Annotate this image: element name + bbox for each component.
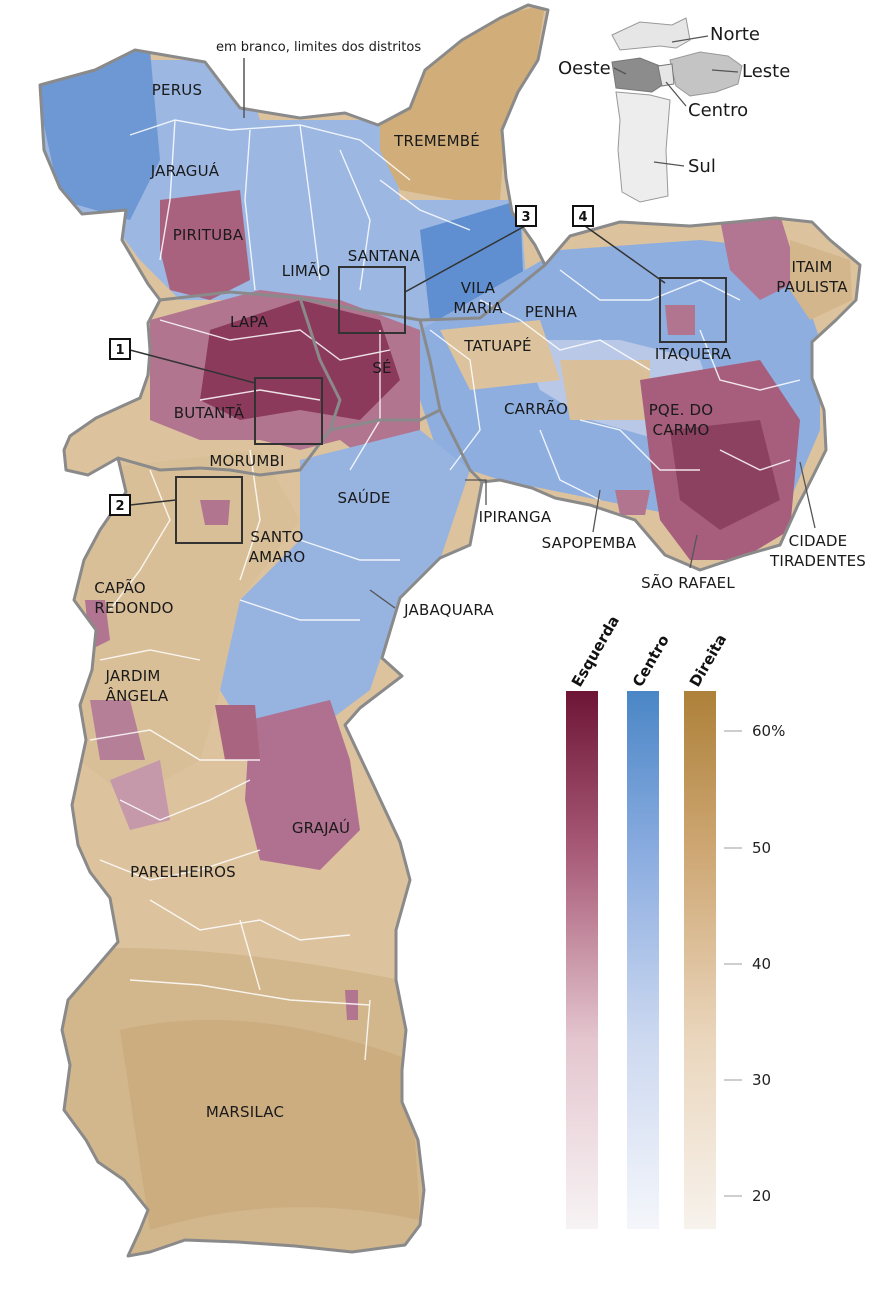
label-perus: PERUS [152, 81, 202, 99]
label-marsilac: MARSILAC [206, 1103, 284, 1121]
legend-title-centro: Centro [629, 632, 673, 690]
inset-label-centro: Centro [688, 100, 748, 121]
legend-tick-60: 60% [752, 722, 785, 740]
label-jabaquara: JABAQUARA [403, 601, 494, 619]
label-paulista: PAULISTA [776, 278, 848, 296]
label-grajau: GRAJAÚ [292, 818, 350, 837]
label-santana: SANTANA [348, 247, 421, 265]
legend-title-direita: Direita [686, 631, 730, 690]
box-label-2: 2 [115, 499, 124, 514]
highlight-box-2 [175, 476, 243, 544]
highlight-box-4 [659, 277, 727, 343]
highlight-box-3 [338, 266, 406, 334]
inset-label-leste: Leste [742, 61, 790, 82]
label-vila: VILA [461, 279, 496, 297]
label-amaro: AMARO [249, 548, 306, 566]
box-label-4: 4 [578, 210, 587, 225]
box-label-3: 3 [521, 210, 530, 225]
inset-label-norte: Norte [710, 24, 760, 45]
district-boundaries [89, 119, 801, 1061]
inset-locator-map: Norte Oeste Leste Centro Sul [558, 17, 790, 203]
label-carmo: CARMO [653, 421, 710, 439]
label-pqe-do: PQE. DO [649, 401, 714, 419]
label-sapopemba: SAPOPEMBA [542, 534, 637, 552]
label-tremembe: TREMEMBÉ [393, 131, 480, 150]
highlight-box-1 [254, 377, 323, 445]
inset-leste [669, 51, 743, 97]
label-angela: ÂNGELA [106, 686, 169, 705]
label-ipiranga: IPIRANGA [479, 508, 552, 526]
district-labels: PERUS JARAGUÁ PIRITUBA TREMEMBÉ SANTANA … [94, 81, 866, 1121]
label-redondo: REDONDO [94, 599, 173, 617]
legend-bar-centro [627, 691, 659, 1229]
box-label-1: 1 [115, 343, 124, 358]
label-leaders [369, 461, 816, 609]
label-itaquera: ITAQUERA [655, 345, 732, 363]
inset-oeste [611, 57, 665, 93]
inset-norte [611, 17, 691, 51]
label-saude: SAÚDE [337, 488, 390, 507]
legend-bar-esquerda [566, 691, 598, 1229]
legend-tick-50: 50 [752, 839, 771, 857]
label-cidade: CIDADE [789, 532, 848, 550]
label-maria: MARIA [453, 299, 503, 317]
label-pirituba: PIRITUBA [173, 226, 244, 244]
inset-label-sul: Sul [688, 156, 716, 177]
legend-tick-20: 20 [752, 1187, 771, 1205]
highlight-boxes [175, 266, 727, 544]
label-jardim: JARDIM [105, 667, 161, 685]
label-santo: SANTO [250, 528, 303, 546]
label-carrao: CARRÃO [504, 399, 568, 418]
label-limao: LIMÃO [282, 261, 331, 280]
legend-tick-40: 40 [752, 955, 771, 973]
label-penha: PENHA [525, 303, 578, 321]
label-jaragua: JARAGUÁ [150, 161, 220, 180]
legend: Esquerda Centro Direita 60% 50 40 30 20 [566, 613, 785, 1229]
inset-label-oeste: Oeste [558, 58, 611, 79]
district-boundary-note: em branco, limites dos distritos [216, 40, 421, 55]
label-lapa: LAPA [230, 313, 269, 331]
inset-centro [657, 63, 675, 87]
label-tiradentes: TIRADENTES [769, 552, 866, 570]
label-butanta: BUTANTÃ [174, 403, 245, 422]
label-capao: CAPÃO [94, 578, 146, 597]
label-tatuape: TATUAPÉ [463, 336, 531, 355]
inset-sul [615, 91, 671, 203]
region-boundaries [38, 3, 862, 1258]
label-parelheiros: PARELHEIROS [130, 863, 236, 881]
legend-title-esquerda: Esquerda [568, 613, 623, 690]
label-morumbi: MORUMBI [209, 452, 284, 470]
highlight-leaders [129, 225, 666, 506]
label-se: SÉ [372, 358, 391, 377]
legend-tick-30: 30 [752, 1071, 771, 1089]
legend-bar-direita [684, 691, 716, 1229]
label-sao-rafael: SÃO RAFAEL [641, 573, 735, 592]
highlight-number-labels: 1 2 3 4 [109, 205, 594, 516]
label-itaim: ITAIM [791, 258, 832, 276]
